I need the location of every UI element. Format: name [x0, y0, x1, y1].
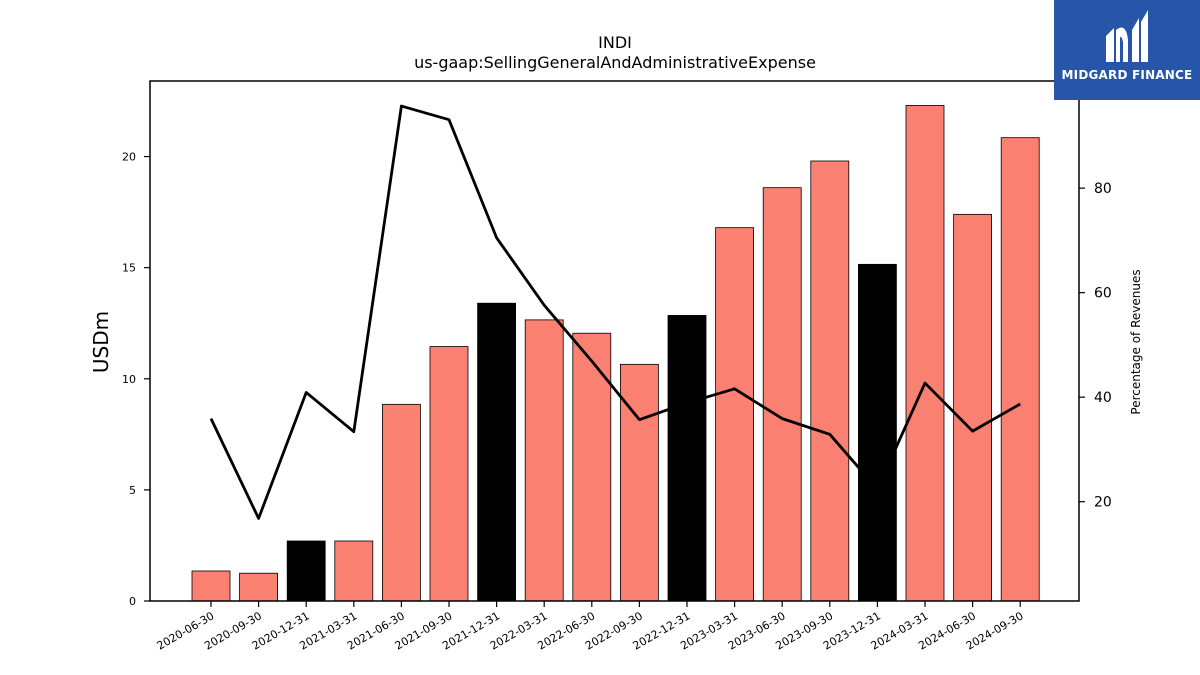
- plot-frame: [149, 80, 1080, 602]
- y2-tick-label: 20: [1094, 495, 1112, 511]
- bar: [1000, 137, 1040, 602]
- bar: [667, 315, 707, 602]
- y-tick-label: 10: [122, 373, 136, 386]
- bar: [810, 160, 850, 602]
- y-tick-label: 5: [129, 484, 136, 497]
- midgard-logo-icon: [1106, 10, 1148, 63]
- bar-series: [191, 105, 1040, 602]
- bar: [762, 187, 802, 602]
- y2-axis-label: Percentage of Revenues: [1129, 269, 1143, 414]
- bar: [858, 263, 897, 602]
- chart-subtitle: us-gaap:SellingGeneralAndAdministrativeE…: [414, 53, 816, 72]
- bar: [572, 332, 612, 602]
- y-tick-label: 0: [129, 595, 136, 608]
- bar: [334, 540, 374, 602]
- chart-title: INDI: [598, 33, 632, 52]
- bar: [953, 213, 992, 602]
- bar: [524, 319, 564, 602]
- bar: [620, 363, 659, 602]
- line-series: [209, 104, 1021, 520]
- y2-tick-label: 60: [1094, 286, 1112, 302]
- y2-tick-label: 80: [1094, 181, 1112, 197]
- bar: [429, 346, 469, 602]
- bar: [905, 105, 945, 602]
- bar: [286, 540, 326, 602]
- bar: [191, 570, 231, 602]
- y2-tick-label: 40: [1094, 390, 1112, 406]
- brand-logo: MIDGARD FINANCE: [1054, 0, 1200, 100]
- bar: [477, 302, 517, 602]
- y-tick-label: 15: [122, 262, 136, 275]
- bar: [239, 572, 279, 602]
- bar: [715, 227, 754, 602]
- brand-name: MIDGARD FINANCE: [1061, 68, 1193, 82]
- ratio-line: [209, 104, 1021, 520]
- bar: [381, 403, 421, 602]
- y-tick-label: 20: [122, 151, 136, 164]
- y-axis-label: USDm: [89, 311, 113, 373]
